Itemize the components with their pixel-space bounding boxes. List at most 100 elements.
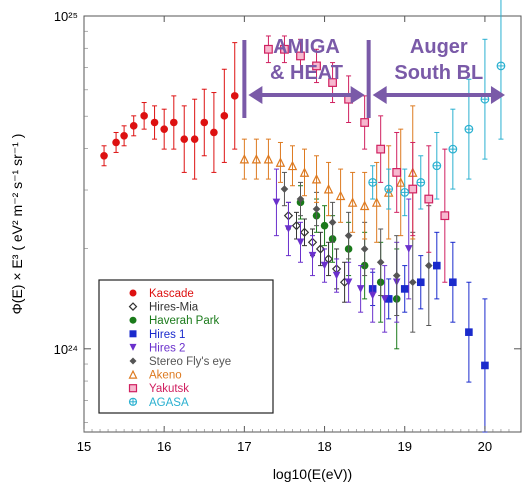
point-marker bbox=[112, 138, 120, 147]
data-point-yakutsk bbox=[424, 145, 434, 253]
point-marker bbox=[344, 231, 353, 240]
point-marker bbox=[230, 92, 239, 100]
point-marker bbox=[359, 200, 370, 211]
point-marker bbox=[433, 261, 441, 270]
x-tick-label: 15 bbox=[77, 439, 91, 454]
point-marker bbox=[371, 197, 382, 207]
point-marker bbox=[200, 118, 209, 127]
data-point-akeno bbox=[347, 171, 358, 233]
data-point-hires-1 bbox=[465, 281, 473, 383]
point-marker bbox=[190, 135, 199, 143]
y-axis-label: Φ(E) × E³ ( eV² m⁻² s⁻¹ sr⁻¹ ) bbox=[9, 134, 25, 315]
point-marker bbox=[120, 132, 128, 140]
point-marker bbox=[284, 225, 293, 233]
point-marker bbox=[376, 144, 386, 154]
legend-marker bbox=[128, 369, 138, 379]
legend-marker bbox=[128, 397, 138, 406]
data-point-yakutsk bbox=[312, 48, 321, 84]
point-marker bbox=[263, 153, 274, 164]
data-point-hires-2 bbox=[404, 198, 413, 300]
data-point-hires-2 bbox=[332, 258, 341, 293]
point-marker bbox=[320, 221, 329, 230]
data-point-yakutsk bbox=[360, 95, 370, 150]
point-marker bbox=[100, 151, 108, 160]
data-point-agasa bbox=[432, 131, 442, 200]
region-label: AMIGA bbox=[273, 36, 340, 58]
legend-item: Hires-Mia bbox=[128, 302, 199, 314]
legend-label: Hires-Mia bbox=[149, 302, 199, 314]
legend-label: Hires 2 bbox=[149, 342, 185, 354]
region-label: & HEAT bbox=[270, 62, 343, 84]
data-point-hires-mia bbox=[323, 241, 334, 277]
point-marker bbox=[251, 153, 262, 164]
data-point-stereo-fly-s-eye bbox=[344, 211, 353, 260]
point-marker bbox=[140, 112, 148, 120]
point-marker bbox=[323, 183, 334, 194]
legend-label: Haverah Park bbox=[149, 315, 220, 327]
data-point-akeno bbox=[371, 161, 382, 243]
data-point-akeno bbox=[287, 145, 298, 187]
region-arrow-head-left bbox=[372, 86, 387, 104]
point-marker bbox=[440, 211, 450, 221]
data-point-akeno bbox=[311, 155, 322, 203]
point-marker bbox=[432, 161, 442, 171]
series-hires-2 bbox=[272, 168, 413, 333]
data-point-hires-mia bbox=[315, 231, 326, 267]
legend-marker bbox=[128, 384, 138, 393]
legend-item: Hires 1 bbox=[129, 329, 185, 341]
data-point-stereo-fly-s-eye bbox=[296, 181, 305, 217]
point-marker bbox=[220, 112, 229, 120]
point-marker bbox=[296, 238, 305, 247]
point-marker bbox=[328, 218, 337, 227]
point-marker bbox=[392, 168, 402, 177]
legend-item: Yakutsk bbox=[128, 383, 189, 395]
data-point-hires-2 bbox=[320, 248, 329, 283]
data-point-stereo-fly-s-eye bbox=[376, 228, 385, 297]
data-marks bbox=[100, 0, 506, 433]
data-point-akeno bbox=[395, 128, 406, 237]
data-point-stereo-fly-s-eye bbox=[392, 235, 401, 317]
point-marker bbox=[296, 51, 305, 61]
point-marker bbox=[170, 118, 178, 127]
data-point-kascade bbox=[129, 115, 138, 137]
energy-regions: AMIGA & HEAT Auger South BL bbox=[242, 36, 505, 118]
point-marker bbox=[291, 221, 302, 231]
point-marker bbox=[408, 184, 418, 194]
point-marker bbox=[280, 185, 289, 193]
data-point-yakutsk bbox=[296, 38, 305, 74]
point-marker bbox=[299, 167, 310, 177]
legend-label: Stereo Fly's eye bbox=[149, 356, 231, 368]
point-marker bbox=[160, 125, 168, 133]
data-point-akeno bbox=[263, 138, 274, 180]
point-marker bbox=[384, 295, 393, 303]
point-marker bbox=[129, 122, 138, 130]
point-marker bbox=[287, 160, 298, 171]
data-point-akeno bbox=[299, 148, 310, 197]
point-marker bbox=[328, 78, 337, 87]
x-tick-label: 17 bbox=[237, 439, 251, 454]
data-point-agasa bbox=[400, 168, 410, 217]
data-point-agasa bbox=[496, 0, 506, 140]
legend-marker bbox=[129, 316, 137, 324]
point-marker bbox=[416, 177, 426, 187]
legend-item: AGASA bbox=[128, 397, 189, 409]
point-marker bbox=[296, 195, 305, 203]
legend-item: Haverah Park bbox=[129, 315, 220, 327]
point-marker bbox=[280, 44, 289, 54]
data-point-hires-2 bbox=[368, 268, 377, 323]
point-marker bbox=[360, 118, 370, 127]
point-marker bbox=[311, 173, 322, 184]
point-marker bbox=[384, 184, 394, 194]
legend-item: Hires 2 bbox=[129, 342, 185, 354]
point-marker bbox=[395, 177, 406, 187]
data-point-yakutsk bbox=[408, 141, 418, 237]
point-marker bbox=[465, 328, 473, 336]
region-label: Auger bbox=[410, 36, 468, 58]
data-point-yakutsk bbox=[376, 115, 386, 183]
data-point-hires-2 bbox=[380, 265, 389, 333]
data-point-yakutsk bbox=[280, 35, 289, 64]
data-point-akeno bbox=[359, 171, 370, 240]
data-point-agasa bbox=[416, 155, 426, 210]
data-point-agasa bbox=[384, 168, 394, 210]
